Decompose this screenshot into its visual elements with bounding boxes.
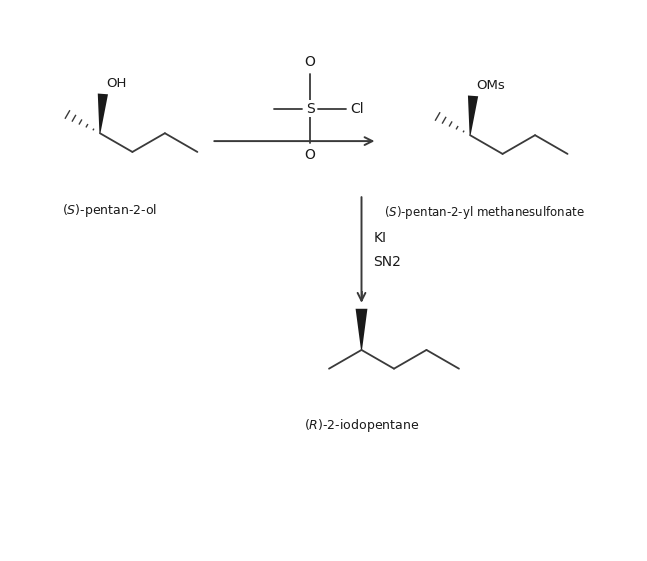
Text: OH: OH — [106, 77, 126, 90]
Text: O: O — [305, 148, 316, 162]
Text: KI: KI — [373, 231, 386, 245]
Text: I: I — [360, 290, 364, 304]
Text: ($\mathit{S}$)-pentan-2-yl methanesulfonate: ($\mathit{S}$)-pentan-2-yl methanesulfon… — [384, 204, 586, 221]
Text: Cl: Cl — [351, 102, 364, 116]
Polygon shape — [98, 94, 108, 134]
Text: SN2: SN2 — [373, 255, 401, 269]
Text: ($\mathit{R}$)-2-iodopentane: ($\mathit{R}$)-2-iodopentane — [304, 417, 419, 434]
Polygon shape — [356, 309, 367, 350]
Text: OMs: OMs — [476, 79, 505, 92]
Text: O: O — [305, 55, 316, 69]
Text: ($\mathit{S}$)-pentan-2-ol: ($\mathit{S}$)-pentan-2-ol — [62, 202, 157, 219]
Text: S: S — [306, 102, 314, 116]
Polygon shape — [468, 95, 478, 135]
